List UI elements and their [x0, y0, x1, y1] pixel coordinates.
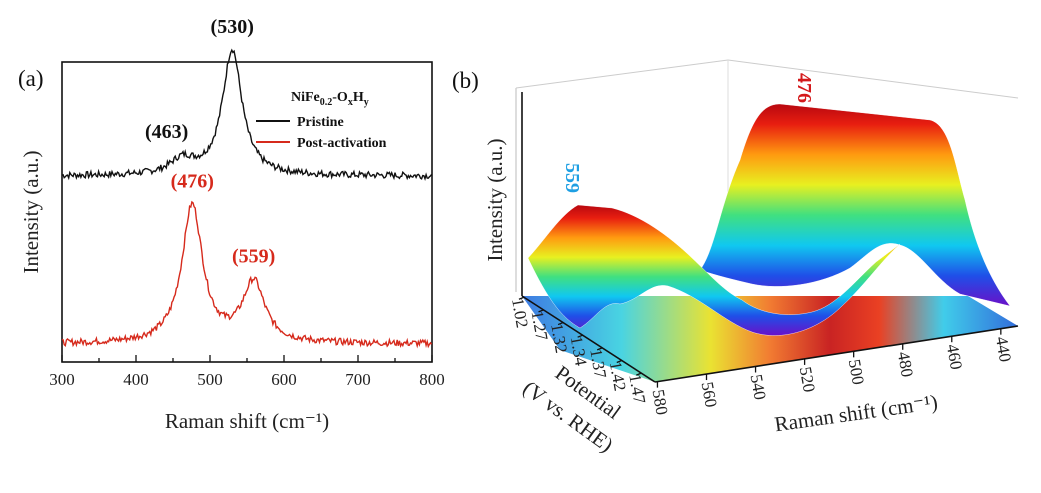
panel-a-x-tick-label: 700: [345, 370, 371, 389]
panel-b-label: (b): [452, 68, 479, 93]
panel-a-legend: NiFe0.2-OxHy Pristine Post-activation: [256, 90, 387, 151]
panel-b-potential-tick-label: 1.02: [508, 297, 532, 330]
panel-b-potential-tick-mark: [538, 309, 544, 313]
panel-b-potential-tick-label: 1.32: [547, 322, 571, 355]
panel-a-x-tick-label: 300: [49, 370, 75, 389]
panel-a-frame: [61, 61, 433, 363]
panel-b-x-tick-label: 580: [649, 388, 672, 416]
panel-b-potential-axis: [521, 295, 656, 383]
panel-a-label: (a): [18, 66, 44, 91]
panel-b-potential-tick-label: 1.42: [606, 360, 630, 393]
panel-b-potential-tick-mark: [577, 334, 583, 338]
panel-b-potential-tick-label: 1.34: [567, 335, 591, 368]
panel-b-x-tick-label: 500: [845, 358, 868, 386]
panel-b-back-wall-right: [727, 59, 1019, 99]
panel-b-surface-lower: [527, 204, 901, 336]
panel-a-series: [61, 48, 433, 349]
panel-a-peak-labels: (463) (530) (476) (559): [145, 16, 275, 268]
panel-b-x-tick-label: 520: [796, 365, 819, 393]
legend-title: NiFe0.2-OxHy: [291, 90, 369, 108]
panel-b-peak-label-476: 476: [793, 73, 815, 103]
panel-b-potential-tick-label: 1.47: [625, 373, 649, 406]
panel-b-potential-tick-mark: [557, 321, 564, 326]
panel-b-x-tick-label: 480: [894, 350, 917, 378]
panel-b-x-tick-label: 540: [747, 373, 770, 401]
panel-b-x-tick-label: 560: [698, 380, 721, 408]
panel-b-floor: [522, 296, 1018, 382]
panel-b-potential-tick-mark: [636, 372, 642, 376]
panel-b: (b) 580 560 540 520 500 480 460 440 1.021.271.3…: [452, 59, 1019, 457]
panel-b-x-tick-label: 460: [943, 343, 966, 371]
peak-label: (530): [211, 16, 254, 38]
legend-entry-pristine: Pristine: [297, 115, 344, 130]
panel-b-potential-tick-mark: [596, 347, 603, 351]
panel-b-x-axis-label: Raman shift (cm⁻¹): [773, 390, 939, 437]
series-line-pristine: [61, 48, 433, 181]
panel-b-surface-upper: [699, 103, 1011, 307]
panel-a-x-tick-label: 400: [123, 370, 149, 389]
panel-b-x-ticks: 580 560 540 520 500 480 460 440: [649, 328, 1015, 416]
panel-a-x-tick-label: 500: [197, 370, 223, 389]
peak-label: (559): [232, 245, 275, 267]
series-line-post-activation: [61, 200, 433, 349]
panel-b-x-axis: [654, 325, 1019, 383]
panel-b-potential-tick-label: 1.37: [586, 347, 610, 380]
panel-b-z-axis-label: Intensity (a.u.): [483, 138, 507, 261]
panel-a-x-ticks: 300 400 500 600 700 800: [49, 355, 445, 389]
panel-b-peak-label-559: 559: [561, 163, 583, 193]
panel-b-x-tick-label: 440: [992, 335, 1015, 363]
panel-b-potential-tick-mark: [518, 296, 525, 300]
panel-b-potential-tick-label: 1.27: [528, 309, 552, 342]
peak-label: (463): [145, 121, 188, 143]
panel-a-x-tick-label: 600: [271, 370, 297, 389]
panel-a-x-tick-label: 800: [419, 370, 445, 389]
panel-b-back-wall-top: [515, 59, 729, 89]
panel-b-potential-ticks: 1.021.271.321.341.371.421.47: [508, 297, 649, 406]
panel-a: (a) 300 400 500 600 700 800 Raman shift (cm⁻¹…: [18, 16, 445, 433]
legend-entry-post-activation: Post-activation: [297, 136, 387, 151]
panel-a-x-axis-label: Raman shift (cm⁻¹): [165, 409, 329, 433]
peak-label: (476): [171, 170, 214, 192]
panel-a-y-axis-label: Intensity (a.u.): [19, 150, 43, 273]
panel-b-potential-tick-mark: [616, 359, 622, 364]
